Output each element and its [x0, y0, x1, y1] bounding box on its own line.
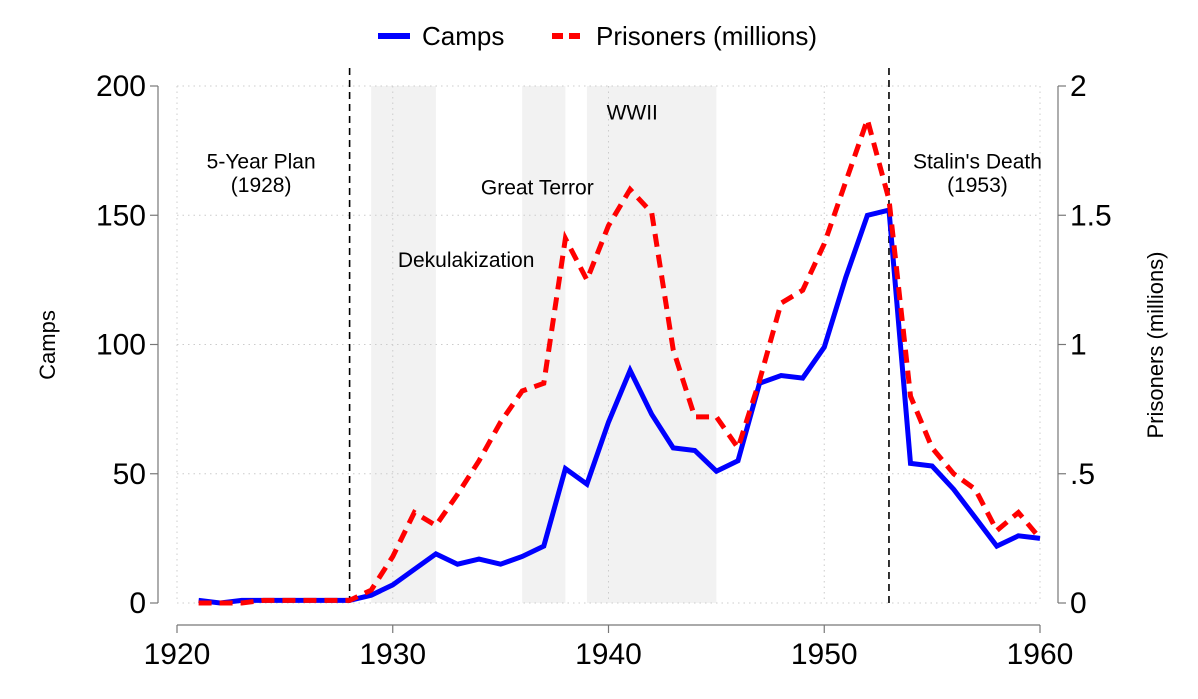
label-great-terror: Great Terror: [481, 177, 594, 200]
label-five-year-plan-title: 5-Year Plan: [207, 151, 316, 174]
annotations: Dekulakization Great Terror WWII 5-Year Pla…: [207, 102, 1042, 272]
label-stalins-death-title: Stalin's Death: [913, 151, 1042, 174]
y2-tick-label-0: 0: [1070, 587, 1087, 620]
y2-tick-label-3: 1.5: [1070, 199, 1112, 232]
y2-axis-title: Prisoners (millions): [1143, 251, 1168, 438]
legend: Camps Prisoners (millions): [378, 21, 817, 51]
y-tick-label-4: 200: [96, 70, 146, 103]
label-stalins-death-year: (1953): [947, 174, 1008, 197]
label-wwii: WWII: [607, 102, 658, 125]
event-lines: [348, 68, 890, 605]
y2-tick-label-4: 2: [1070, 70, 1087, 103]
y-tick-label-3: 150: [96, 199, 146, 232]
legend-label-camps: Camps: [422, 21, 504, 51]
series-line-camps: [198, 206, 1041, 606]
y-axis-title: Camps: [35, 310, 60, 380]
label-dekulakization: Dekulakization: [398, 249, 535, 272]
series-line-prisoners: [198, 111, 1042, 606]
label-five-year-plan-year: (1928): [231, 174, 292, 197]
x-tick-label-3: 1950: [791, 638, 858, 671]
y-tick-label-0: 0: [129, 587, 146, 620]
y2-tick-label-1: .5: [1070, 458, 1095, 491]
x-tick-label-2: 1940: [575, 638, 642, 671]
series-lines: [198, 111, 1042, 606]
x-tick-label-4: 1960: [1007, 638, 1074, 671]
shade-great-terror: [522, 86, 566, 603]
x-tick-label-0: 1920: [144, 638, 211, 671]
shaded-periods: [371, 86, 717, 603]
axes: 0 50 100 150 200 0 .5 1 1.5 2 1920 1930 1940 1950 1960…: [35, 70, 1168, 671]
y-tick-label-1: 50: [113, 458, 146, 491]
x-tick-label-1: 1930: [359, 638, 426, 671]
legend-label-prisoners: Prisoners (millions): [596, 21, 817, 51]
y2-tick-label-2: 1: [1070, 329, 1087, 362]
y-tick-label-2: 100: [96, 329, 146, 362]
